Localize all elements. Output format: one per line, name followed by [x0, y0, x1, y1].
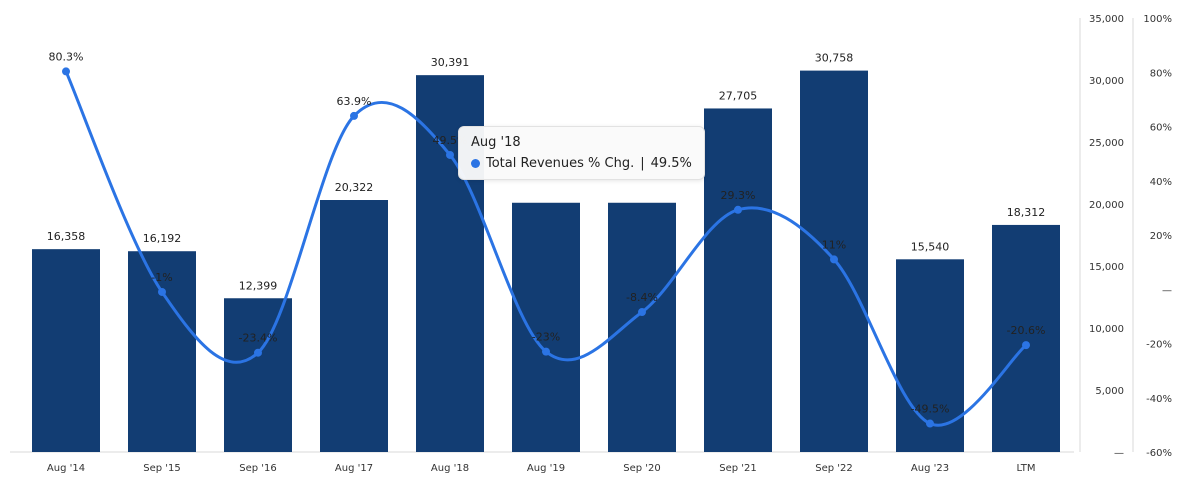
x-tick-label: Sep '21	[719, 463, 757, 474]
bar-data-label: 16,358	[47, 230, 86, 243]
line-point	[1022, 341, 1030, 350]
line-data-label: -1%	[151, 271, 172, 284]
x-tick-label: Aug '19	[527, 463, 565, 474]
bar-mark	[224, 298, 292, 452]
y-left-tick-label: 25,000	[1089, 138, 1124, 149]
tooltip-row: Total Revenues % Chg. | 49.5%	[471, 156, 692, 171]
tooltip-series-name: Total Revenues % Chg.	[486, 156, 635, 171]
x-tick-label: Sep '16	[239, 463, 277, 474]
y-right-tick-label: 60%	[1150, 123, 1172, 134]
bar-data-label: 30,391	[431, 56, 470, 69]
bar-mark	[32, 249, 100, 452]
tooltip-value: 49.5%	[650, 156, 692, 171]
bar-data-label: 30,758	[815, 52, 854, 65]
y-right-tick-label: -60%	[1146, 448, 1172, 459]
x-tick-label: LTM	[1017, 463, 1036, 474]
y-left-tick-label: 35,000	[1089, 14, 1124, 25]
line-point	[446, 150, 454, 159]
tooltip-title: Aug '18	[471, 135, 521, 150]
y-left-tick-label: —	[1114, 448, 1124, 459]
bar-mark	[608, 202, 676, 452]
bar-data-label: 20,322	[335, 181, 374, 194]
line-data-label: -23.4%	[239, 332, 278, 345]
bar-mark	[704, 108, 772, 452]
bar-mark	[128, 251, 196, 452]
y-right-tick-label: 40%	[1150, 177, 1172, 188]
bar-mark	[992, 224, 1060, 452]
bar-mark	[320, 200, 388, 452]
x-tick-label: Sep '22	[815, 463, 853, 474]
line-data-label: -23%	[532, 331, 560, 344]
line-data-label: 29.3%	[721, 189, 756, 202]
x-tick-label: Aug '17	[335, 463, 373, 474]
x-tick-label: Aug '23	[911, 463, 949, 474]
line-data-label: 63.9%	[337, 95, 372, 108]
x-tick-label: Aug '14	[47, 463, 85, 474]
line-point	[830, 255, 838, 264]
bar-data-label: 15,540	[911, 240, 950, 253]
y-left-tick-label: 30,000	[1089, 76, 1124, 87]
y-right-tick-label: —	[1162, 285, 1172, 296]
chart-tooltip: Aug '18 Total Revenues % Chg. | 49.5%	[458, 126, 705, 180]
bar-mark	[512, 202, 580, 452]
tooltip-separator: |	[640, 156, 645, 171]
line-data-label: 80.3%	[49, 50, 84, 63]
x-tick-label: Aug '18	[431, 463, 469, 474]
y-left-tick-label: 20,000	[1089, 200, 1124, 211]
line-point	[734, 205, 742, 214]
line-point	[350, 111, 358, 120]
y-right-tick-label: 80%	[1150, 68, 1172, 79]
y-left-tick-label: 15,000	[1089, 262, 1124, 273]
line-data-label: -8.4%	[626, 291, 658, 304]
line-point	[254, 348, 262, 357]
y-right-tick-label: 20%	[1150, 231, 1172, 242]
y-left-tick-label: 10,000	[1089, 324, 1124, 335]
y-right-tick-label: -40%	[1146, 394, 1172, 405]
line-point	[926, 419, 934, 428]
line-data-label: 11%	[822, 238, 846, 251]
y-right-tick-label: 100%	[1143, 14, 1172, 25]
y-left-tick-label: 5,000	[1095, 386, 1124, 397]
revenue-change-line	[64, 70, 1027, 427]
line-point	[62, 67, 70, 76]
line-data-label: -20.6%	[1007, 324, 1046, 337]
bar-data-label: 27,705	[719, 89, 758, 102]
line-point	[638, 308, 646, 317]
line-data-label: -49.5%	[911, 403, 950, 416]
bar-data-label: 12,399	[239, 279, 278, 292]
line-point	[542, 347, 550, 356]
x-tick-label: Sep '20	[623, 463, 661, 474]
bar-data-label: 16,192	[143, 232, 182, 245]
bar-data-label: 18,312	[1007, 206, 1046, 219]
x-tick-label: Sep '15	[143, 463, 181, 474]
line-point	[158, 287, 166, 296]
tooltip-series-dot-icon	[471, 159, 480, 168]
y-right-tick-label: -20%	[1146, 340, 1172, 351]
